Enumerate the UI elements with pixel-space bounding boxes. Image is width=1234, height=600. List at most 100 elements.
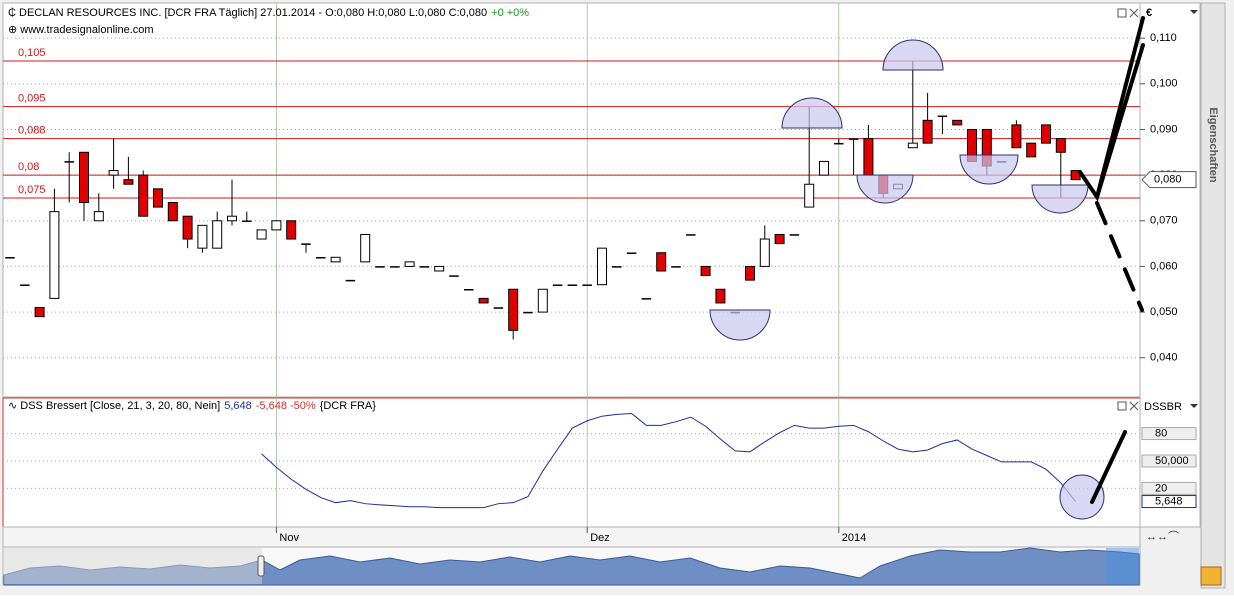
- side-tab-label: Eigenschaften: [1207, 107, 1219, 182]
- maximize-button[interactable]: [1117, 8, 1127, 18]
- highlight: [882, 39, 944, 71]
- side-tab[interactable]: [1200, 2, 1226, 589]
- x-tick-label: Dez: [590, 532, 610, 544]
- candle-body: [227, 215, 237, 222]
- tool-button[interactable]: [1200, 566, 1222, 586]
- candle-body: [49, 211, 60, 299]
- candle-body: [804, 183, 815, 208]
- candle-body: [537, 288, 548, 313]
- candle-body: [641, 298, 652, 300]
- x-tick-label: Nov: [279, 532, 299, 544]
- currency: €: [1146, 7, 1152, 19]
- highlight: [709, 309, 771, 341]
- candle-body: [745, 265, 755, 281]
- candle-body: [64, 161, 74, 163]
- highlight: [1031, 184, 1089, 214]
- title: ₵: [8, 7, 19, 19]
- zoom-icons[interactable]: ↔↔⌒: [1146, 530, 1179, 543]
- candle-body: [508, 288, 519, 331]
- value-marker-label: 5,648: [1155, 495, 1183, 507]
- candle-body: [301, 243, 311, 245]
- candle-body: [182, 215, 193, 240]
- candle-body: [493, 307, 504, 309]
- line-series: [261, 412, 1076, 509]
- indicator-value: 5,648: [224, 400, 252, 412]
- y-tick-label: 0,040: [1150, 352, 1178, 364]
- price-marker-label: 0,080: [1154, 174, 1182, 186]
- candle-body: [79, 151, 89, 204]
- candle-body: [256, 229, 267, 240]
- candle-body: [419, 266, 430, 268]
- candle-body: [612, 266, 622, 268]
- candle-body: [1055, 138, 1066, 153]
- y-tick-label: 0,110: [1150, 32, 1177, 44]
- drawn-line: [1095, 43, 1145, 199]
- annotations: [1078, 16, 1145, 504]
- y-tick-box: [1141, 481, 1197, 495]
- close-button[interactable]: [1129, 401, 1139, 411]
- icon: ⊕: [8, 24, 20, 36]
- y-tick-label: 80: [1155, 427, 1167, 439]
- candle-body: [922, 119, 933, 144]
- candle-body: [907, 142, 918, 149]
- indicator-change: -5,648 -50%: [256, 400, 316, 412]
- navigator-handle[interactable]: [257, 555, 265, 577]
- candle-body: [108, 170, 119, 176]
- highlight: [1059, 474, 1105, 520]
- candle-body: [34, 307, 45, 318]
- candle-body: [848, 138, 859, 140]
- highlights: [709, 39, 1105, 520]
- candle-body: [686, 234, 696, 236]
- time-axis: [2, 526, 1141, 548]
- highlight: [781, 97, 843, 129]
- candle-body: [434, 265, 445, 272]
- highlight: [856, 174, 914, 204]
- candle-body: [464, 289, 474, 291]
- candle-body: [700, 265, 711, 277]
- candle-body: [952, 119, 963, 126]
- candle-body: [153, 188, 163, 208]
- candle-body: [863, 138, 874, 176]
- candle-body: [567, 284, 578, 286]
- indicator-symbol: {DCR FRA}: [320, 400, 377, 412]
- indicator-panel: [2, 397, 1141, 528]
- candle-body: [478, 297, 489, 304]
- candle-body: [360, 233, 371, 263]
- candle-body: [93, 211, 104, 222]
- y-tick-label: 0,100: [1150, 78, 1178, 90]
- candle-body: [789, 234, 800, 236]
- indicator-title: ∿ DSS Bressert [Close, 21, 3, 20, 80, Ne…: [8, 400, 376, 412]
- candle-body: [286, 220, 297, 240]
- candle-body: [375, 266, 385, 268]
- candle-body: [656, 252, 667, 272]
- candle-body: [1011, 124, 1022, 149]
- candle-body: [819, 160, 829, 176]
- candle-body: [582, 284, 592, 286]
- candle-body: [330, 256, 341, 263]
- candle-body: [242, 220, 252, 223]
- y-tick-box: [1141, 454, 1197, 468]
- navigator-mask: [4, 548, 262, 584]
- navigator-window[interactable]: [1106, 548, 1139, 584]
- y-tick-label: 0,090: [1150, 123, 1178, 135]
- candle-body: [1026, 142, 1037, 158]
- candle-body: [671, 266, 681, 268]
- drawn-line: [1090, 430, 1127, 504]
- icon: ∿: [8, 400, 20, 412]
- chart-title: ₵ DECLAN RESOURCES INC. [DCR FRA Täglich…: [8, 7, 529, 19]
- source-url: www.tradesignalonline.com: [19, 24, 153, 36]
- close-button[interactable]: [1129, 8, 1139, 18]
- y-tick-label: 20: [1155, 482, 1167, 494]
- y-tick-label: 50,000: [1155, 455, 1189, 467]
- maximize-button[interactable]: [1117, 401, 1127, 411]
- candle-body: [345, 279, 356, 282]
- level-label: 0,08: [18, 161, 39, 173]
- candle-body: [5, 257, 15, 259]
- candle-body: [937, 115, 948, 118]
- candle-body: [834, 142, 844, 145]
- y-tick-label: 0,060: [1150, 260, 1178, 272]
- candle-body: [552, 284, 563, 286]
- candle-body: [20, 284, 30, 286]
- level-label: 0,095: [18, 93, 46, 105]
